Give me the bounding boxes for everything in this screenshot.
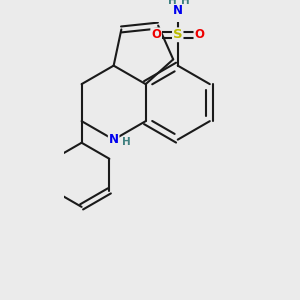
Text: N: N [109,133,119,146]
Text: H: H [122,137,130,147]
Text: O: O [194,28,204,41]
Text: O: O [151,28,161,41]
Text: S: S [173,28,183,41]
Text: N: N [173,4,183,16]
Text: H: H [181,0,190,7]
Text: H: H [168,0,177,7]
